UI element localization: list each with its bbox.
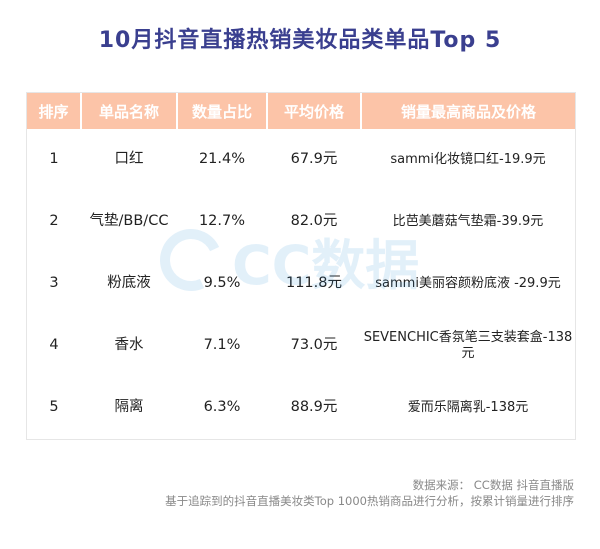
cell-product-name: 口红 [114,151,144,168]
table-row: 1 口红 21.4% 67.9元 sammi化妆镜口红-19.9元 [27,129,575,191]
cell-avg-price: 73.0元 [290,337,338,354]
cell-rank: 3 [49,275,59,292]
cell-rank: 1 [49,151,59,168]
cell-share: 7.1% [203,337,241,354]
cell-avg-price: 111.8元 [285,275,342,292]
cell-product-name: 隔离 [114,399,144,416]
cell-avg-price: 82.0元 [290,213,338,230]
source-line-1: 数据来源： CC数据 抖音直播版 [412,478,574,492]
cell-product-name: 香水 [114,337,144,354]
cell-product-name: 气垫/BB/CC [89,213,169,230]
cell-top-item: sammi化妆镜口红-19.9元 [390,152,546,168]
source-note: 数据来源： CC数据 抖音直播版 基于追踪到的抖音直播美妆类Top 1000热销… [165,477,574,509]
cell-top-item: SEVENCHIC香氛笔三支装套盒-138元 [363,330,573,361]
ranking-table: 排序 单品名称 数量占比 平均价格 销量最高商品及价格 1 口红 21.4% 6… [26,92,576,440]
cell-top-item: 爱而乐隔离乳-138元 [407,400,529,416]
cell-share: 21.4% [198,151,246,168]
cell-product-name: 粉底液 [107,275,151,292]
table-header-row: 排序 单品名称 数量占比 平均价格 销量最高商品及价格 [27,93,575,129]
cell-rank: 5 [49,399,59,416]
header-avg-price: 平均价格 [267,93,362,129]
header-top-item: 销量最高商品及价格 [361,93,575,129]
page-title: 10月抖音直播热销美妆品类单品Top 5 [98,28,502,53]
cell-share: 12.7% [198,213,246,230]
table-row: 3 粉底液 9.5% 111.8元 sammi美丽容颜粉底液 -29.9元 [27,253,575,315]
cell-avg-price: 67.9元 [290,151,338,168]
table-row: 2 气垫/BB/CC 12.7% 82.0元 比芭美蘑菇气垫霜-39.9元 [27,191,575,253]
cell-rank: 2 [49,213,59,230]
header-share: 数量占比 [177,93,268,129]
cell-avg-price: 88.9元 [290,399,338,416]
header-product-name: 单品名称 [81,93,178,129]
cell-share: 9.5% [203,275,241,292]
table-row: 5 隔离 6.3% 88.9元 爱而乐隔离乳-138元 [27,377,575,439]
table-row: 4 香水 7.1% 73.0元 SEVENCHIC香氛笔三支装套盒-138元 [27,315,575,377]
source-line-2: 基于追踪到的抖音直播美妆类Top 1000热销商品进行分析，按累计销量进行排序 [165,494,574,508]
cell-share: 6.3% [203,399,241,416]
header-rank: 排序 [27,93,82,129]
cell-rank: 4 [49,337,59,354]
cell-top-item: 比芭美蘑菇气垫霜-39.9元 [392,214,544,230]
cell-top-item: sammi美丽容颜粉底液 -29.9元 [375,276,561,292]
